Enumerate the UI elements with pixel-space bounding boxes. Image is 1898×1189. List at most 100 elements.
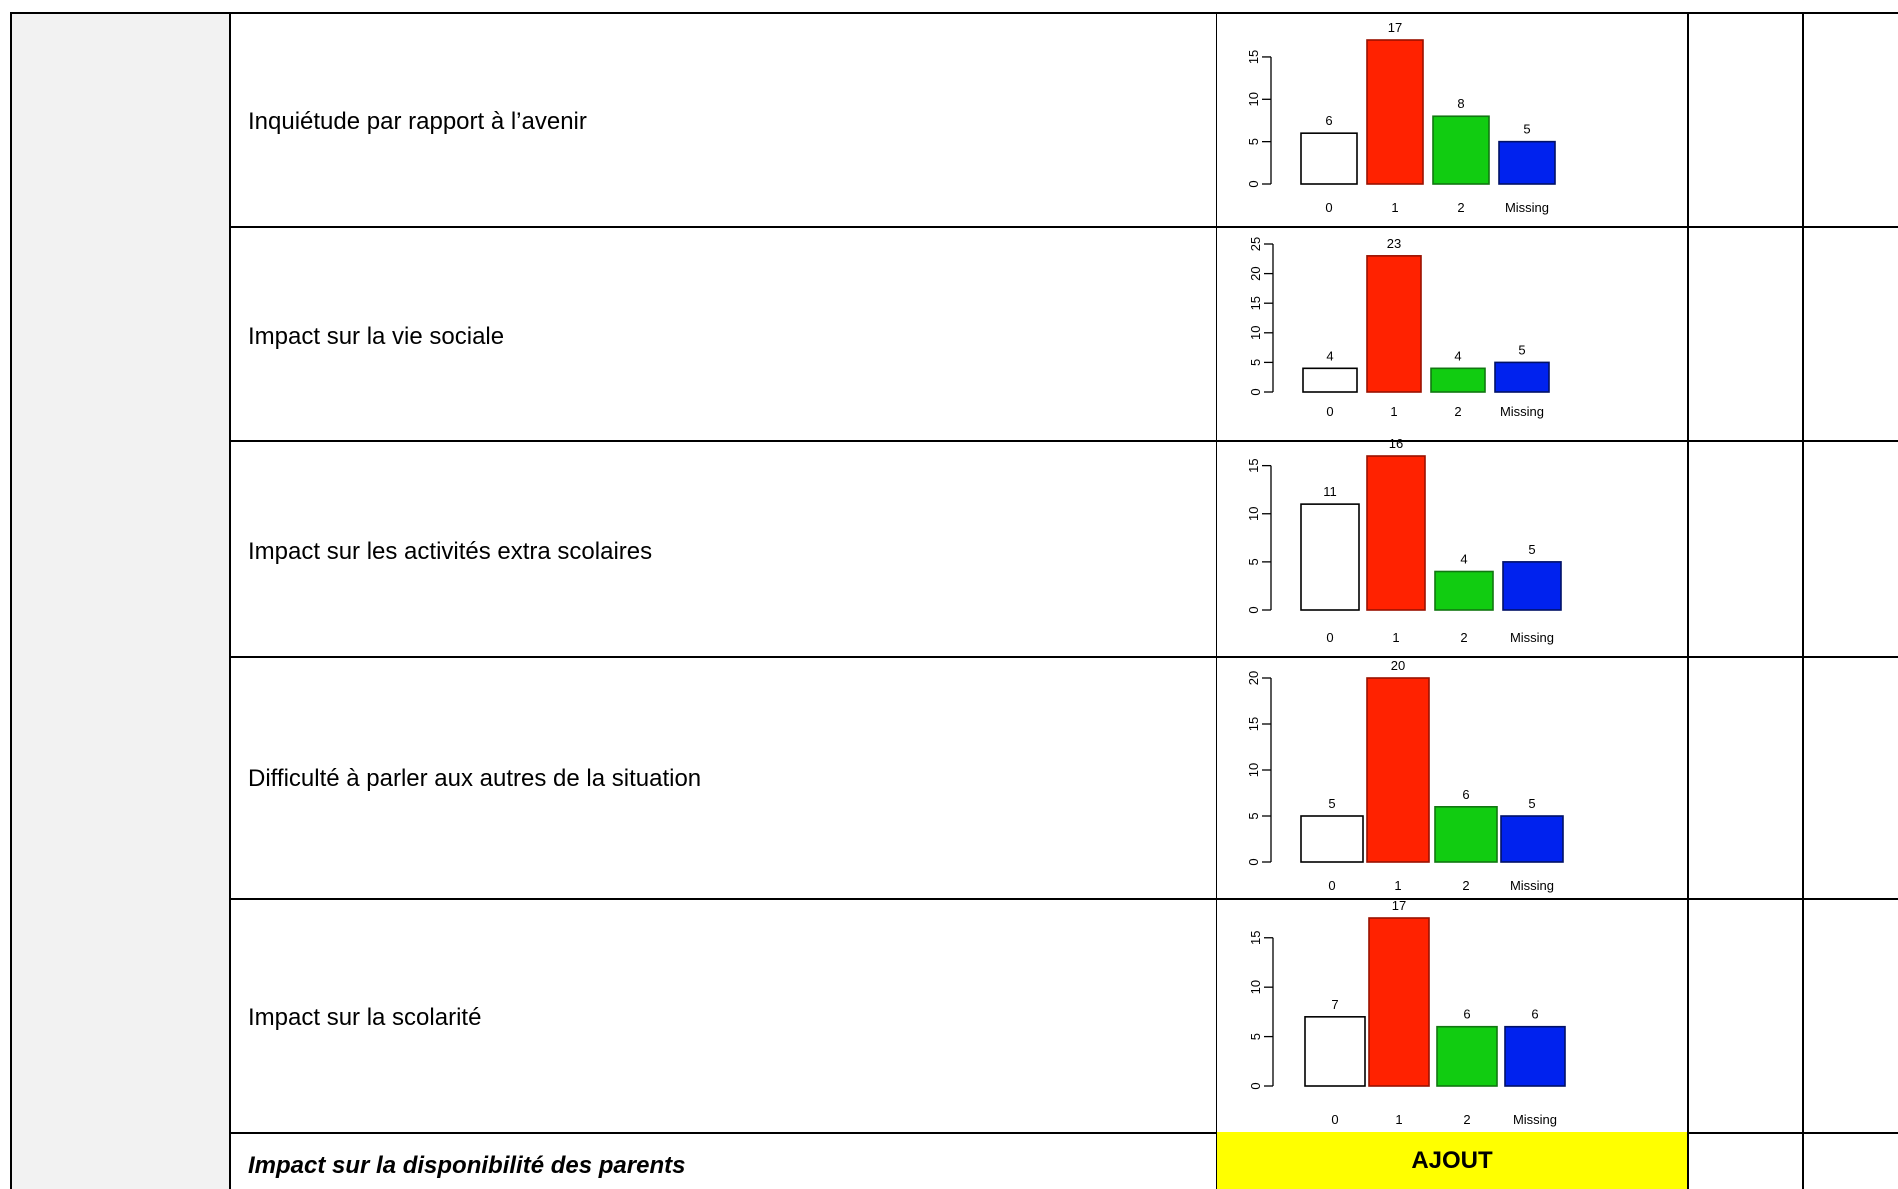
row-divider-5 [229, 1132, 1898, 1134]
category-label: 1 [1395, 1112, 1402, 1127]
y-tick-label: 10 [1246, 507, 1261, 521]
bar [1302, 367, 1358, 393]
bar-value-label: 5 [1528, 542, 1535, 557]
row-divider-1 [229, 226, 1898, 228]
bar-chart-1: 0 5 10 15 6 0 17 1 8 2 5 Missing [1217, 14, 1687, 226]
category-label: 1 [1392, 630, 1399, 645]
bar-value-label: 6 [1463, 1007, 1470, 1022]
y-tick-label: 5 [1248, 1033, 1263, 1040]
category-label: Missing [1500, 404, 1544, 419]
bar-value-label: 7 [1331, 997, 1338, 1012]
bar-value-label: 8 [1457, 96, 1464, 111]
bar-value-label: 4 [1460, 552, 1467, 567]
column-divider-4 [1802, 12, 1804, 1189]
bar-value-label: 23 [1387, 236, 1401, 251]
y-tick-label: 15 [1246, 458, 1261, 472]
bar [1300, 503, 1360, 611]
bar [1502, 561, 1562, 611]
bar [1432, 115, 1490, 185]
bar [1300, 132, 1358, 185]
row-divider-4 [229, 898, 1898, 900]
bar-value-label: 6 [1531, 1007, 1538, 1022]
y-tick-label: 0 [1248, 388, 1263, 395]
bar [1366, 255, 1422, 393]
bar [1436, 1025, 1498, 1087]
category-label: 0 [1328, 878, 1335, 893]
bar-value-label: 17 [1392, 898, 1406, 913]
bar-value-label: 5 [1528, 796, 1535, 811]
category-label: 0 [1326, 404, 1333, 419]
bar-value-label: 16 [1389, 436, 1403, 451]
row-label-added: Impact sur la disponibilité des parents [248, 1152, 686, 1179]
category-label: 2 [1462, 878, 1469, 893]
bar [1366, 455, 1426, 611]
row-divider-2 [229, 440, 1898, 442]
bar [1434, 570, 1494, 611]
bar [1500, 815, 1564, 863]
bar-value-label: 11 [1323, 484, 1337, 499]
category-label: 2 [1463, 1112, 1470, 1127]
y-tick-label: 5 [1246, 812, 1261, 819]
bar-value-label: 6 [1325, 113, 1332, 128]
bar [1504, 1025, 1566, 1087]
table-top-border [10, 12, 1898, 14]
y-tick-label: 5 [1248, 359, 1263, 366]
row-label: Difficulté à parler aux autres de la sit… [248, 765, 702, 792]
bar [1304, 1016, 1366, 1087]
bar [1300, 815, 1364, 863]
y-tick-label: 5 [1246, 138, 1261, 145]
y-tick-label: 15 [1248, 931, 1263, 945]
bar-value-label: 6 [1462, 787, 1469, 802]
bar-chart-5: 0 5 10 15 7 0 17 1 6 2 6 Missing [1217, 898, 1687, 1132]
y-tick-label: 0 [1248, 1082, 1263, 1089]
bar [1494, 361, 1550, 393]
y-tick-label: 10 [1246, 92, 1261, 106]
category-label: Missing [1510, 630, 1554, 645]
category-label: Missing [1513, 1112, 1557, 1127]
category-label: Missing [1510, 878, 1554, 893]
bar-value-label: 4 [1326, 348, 1333, 363]
bar-value-label: 20 [1391, 658, 1405, 673]
bar-value-label: 5 [1328, 796, 1335, 811]
row-label: Inquiétude par rapport à l’avenir [248, 108, 587, 135]
ajout-badge: AJOUT [1217, 1132, 1687, 1189]
y-tick-label: 5 [1246, 558, 1261, 565]
bar [1366, 677, 1430, 863]
y-tick-label: 0 [1246, 858, 1261, 865]
bar [1366, 39, 1424, 185]
category-label: Missing [1505, 200, 1549, 215]
category-label: 0 [1331, 1112, 1338, 1127]
column-divider-3 [1687, 12, 1689, 1189]
category-label: 1 [1394, 878, 1401, 893]
y-tick-label: 0 [1246, 606, 1261, 613]
bar [1430, 367, 1486, 393]
bar-value-label: 5 [1523, 122, 1530, 137]
category-label: 0 [1326, 630, 1333, 645]
bar-chart-3: 0 5 10 15 11 0 16 1 4 2 5 Missing [1217, 436, 1687, 656]
ajout-label: AJOUT [1411, 1146, 1493, 1174]
row-label: Impact sur les activités extra scolaires [248, 538, 653, 565]
bar-value-label: 17 [1388, 20, 1402, 35]
bar-chart-4: 0 5 10 15 20 5 0 20 1 6 2 5 Missing [1217, 658, 1687, 898]
y-tick-label: 10 [1248, 980, 1263, 994]
y-tick-label: 15 [1246, 717, 1261, 731]
y-tick-label: 20 [1246, 671, 1261, 685]
y-tick-label: 0 [1246, 180, 1261, 187]
bar [1498, 140, 1556, 185]
table-left-border [10, 12, 12, 1189]
row-divider-3 [229, 656, 1898, 658]
y-tick-label: 15 [1246, 50, 1261, 64]
y-tick-label: 10 [1246, 763, 1261, 777]
y-tick-label: 25 [1248, 237, 1263, 251]
y-tick-label: 15 [1248, 296, 1263, 310]
category-label: 1 [1391, 200, 1398, 215]
category-label: 2 [1460, 630, 1467, 645]
bar-value-label: 4 [1454, 348, 1461, 363]
left-margin-column [10, 13, 229, 1189]
bar-value-label: 5 [1518, 342, 1525, 357]
row-label: Impact sur la vie sociale [248, 323, 505, 350]
bar [1434, 806, 1498, 863]
row-label: Impact sur la scolarité [248, 1004, 482, 1031]
bar [1368, 917, 1430, 1087]
category-label: 1 [1390, 404, 1397, 419]
